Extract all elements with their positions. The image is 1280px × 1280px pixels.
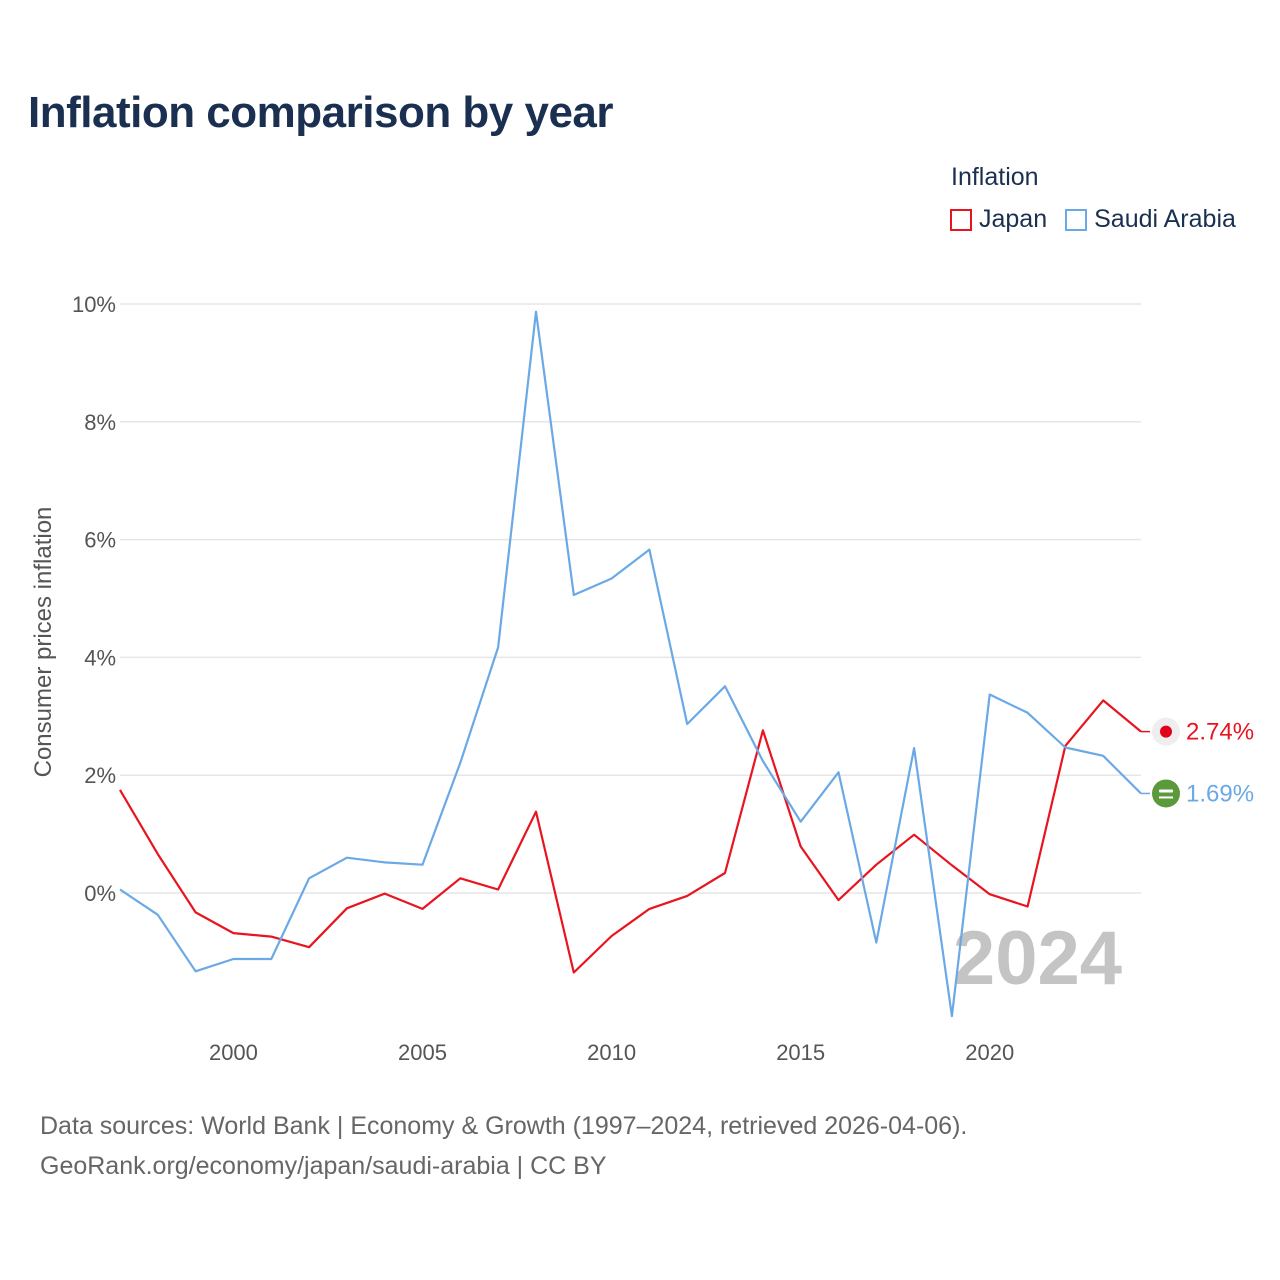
y-axis-label: Consumer prices inflation — [30, 507, 57, 778]
y-tick-label: 4% — [84, 645, 116, 670]
saudi-flag-sword — [1159, 796, 1173, 799]
y-tick-label: 2% — [84, 763, 116, 788]
end-value-saudi-arabia: 1.69% — [1186, 780, 1254, 807]
x-tick-label: 2005 — [398, 1040, 447, 1065]
legend-item-japan[interactable]: Japan — [950, 205, 1047, 234]
x-tick-label: 2020 — [965, 1040, 1014, 1065]
end-value-japan: 2.74% — [1186, 719, 1254, 746]
line-chart: 0% 2% 4% 6% 8% 10% 2000 2005 2010 2015 2020 Consu… — [30, 292, 1254, 1065]
legend-swatch-japan — [950, 208, 972, 231]
footer-sources: Data sources: World Bank | Economy & Gro… — [40, 1112, 968, 1140]
x-tick-label: 2015 — [776, 1040, 825, 1065]
legend-swatch-saudi-arabia — [1065, 208, 1088, 231]
y-tick-label: 6% — [84, 528, 116, 553]
grid — [120, 303, 1141, 894]
x-tick-label: 2000 — [209, 1040, 258, 1065]
x-tick-label: 2010 — [587, 1040, 636, 1065]
series-line-saudi-arabia — [119, 310, 1142, 1018]
year-watermark: 2024 — [953, 916, 1122, 1001]
saudi-flag-icon — [1152, 779, 1180, 808]
footer-link[interactable]: GeoRank.org/economy/japan/saudi-arabia |… — [40, 1152, 607, 1180]
y-tick-label: 10% — [72, 292, 116, 317]
end-labels: 2.74% 1.69% — [1141, 717, 1254, 808]
y-tick-label: 8% — [84, 410, 116, 435]
chart-title: Inflation comparison by year — [28, 88, 614, 137]
y-tick-label: 0% — [84, 881, 116, 906]
series-line-japan — [119, 699, 1142, 974]
saudi-flag-script — [1159, 789, 1173, 793]
legend-title: Inflation — [951, 163, 1039, 191]
legend-label-saudi-arabia: Saudi Arabia — [1094, 205, 1236, 233]
series-lines — [119, 310, 1142, 1018]
x-axis: 2000 2005 2010 2015 2020 — [209, 1040, 1014, 1065]
japan-flag-disc — [1160, 725, 1172, 738]
y-axis: 0% 2% 4% 6% 8% 10% — [72, 292, 116, 906]
footer: Data sources: World Bank | Economy & Gro… — [40, 1106, 967, 1186]
legend: Japan Saudi Arabia — [950, 205, 1254, 234]
legend-item-saudi-arabia[interactable]: Saudi Arabia — [1065, 205, 1236, 234]
legend-label-japan: Japan — [979, 205, 1048, 233]
